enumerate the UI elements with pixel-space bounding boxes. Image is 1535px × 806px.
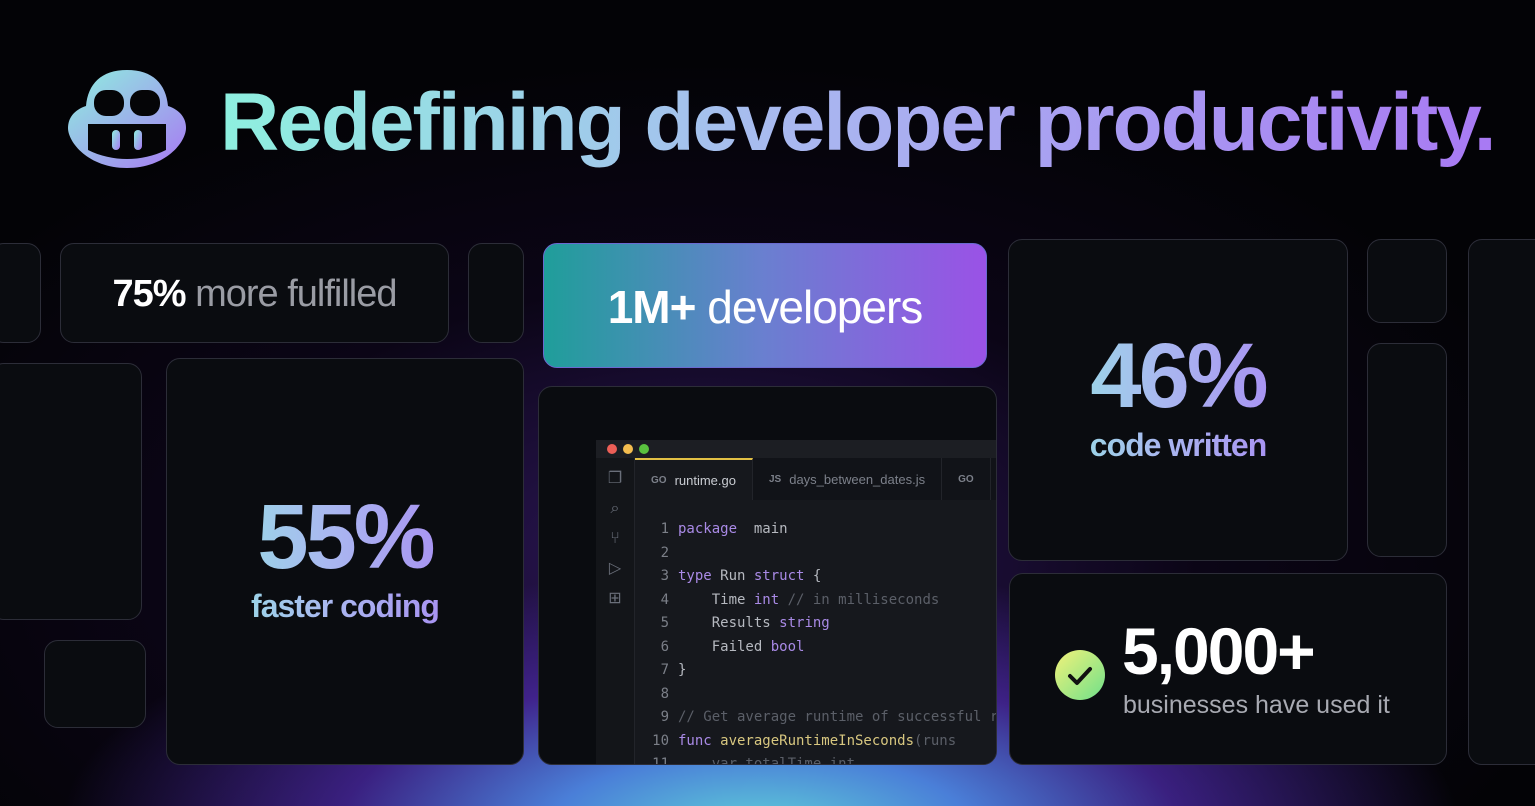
line-number: 6 [660, 638, 669, 655]
line-number: 5 [660, 615, 669, 631]
editor-tabs: GO runtime.go JS days_between_dates.js GO [635, 458, 996, 500]
line-number: 9 [660, 709, 669, 725]
code-token: func [678, 732, 712, 749]
stat-card-fulfilled: 75% more fulfilled [60, 243, 449, 343]
code-token: // in milliseconds [779, 591, 940, 608]
code-token: { [804, 568, 822, 584]
stat-card-businesses: 5,000+ businesses have used it [1009, 573, 1447, 765]
line-number: 2 [660, 544, 669, 561]
code-token: string [779, 615, 830, 631]
tab-runtime-go: GO runtime.go [635, 458, 753, 500]
code-editor-window: ❐ ⌕ ⑂ ▷ ⊞ GO runtime.go JS days_between_da… [596, 440, 997, 765]
code-line: 5 Results string [635, 612, 996, 636]
code-line: 1 package main [635, 518, 996, 542]
check-circle-icon [1055, 650, 1105, 700]
stat-card-code-written: 46% code written [1008, 239, 1348, 561]
stat-value: 1M+ [607, 281, 697, 333]
extensions-icon: ⊞ [608, 590, 622, 607]
stat-label: faster coding [167, 587, 523, 625]
decorative-card [468, 243, 524, 343]
go-file-icon: GO [958, 473, 974, 485]
line-number: 4 [660, 591, 669, 608]
code-token: (runs [914, 732, 957, 749]
tab-days-between-dates-js: JS days_between_dates.js [753, 458, 943, 500]
code-token: var totalTime int [678, 756, 856, 765]
code-token: struct [753, 568, 805, 584]
code-line: 7} [635, 659, 996, 683]
line-number: 3 [660, 568, 669, 584]
code-token: Run [711, 568, 754, 584]
code-token: package [678, 521, 738, 537]
code-token: Failed [678, 638, 771, 655]
tab-label: days_between_dates.js [789, 471, 926, 487]
activity-bar: ❐ ⌕ ⑂ ▷ ⊞ [596, 458, 635, 764]
copilot-logo-icon [68, 70, 186, 168]
decorative-card [0, 363, 142, 620]
code-token: bool [770, 638, 805, 655]
stat-label: developers [707, 281, 923, 333]
code-line: 8 [635, 683, 996, 707]
close-dot-icon [607, 444, 617, 454]
decorative-card [0, 243, 41, 343]
code-line: 2 [635, 542, 996, 566]
code-token: main [737, 521, 788, 537]
code-line: 10 func averageRuntimeInSeconds(runs [635, 730, 996, 754]
decorative-card [44, 640, 146, 728]
line-number: 8 [660, 685, 669, 702]
go-file-icon: GO [651, 474, 667, 486]
code-line: 11 var totalTime int [635, 753, 996, 765]
run-debug-icon: ▷ [608, 560, 622, 577]
code-token: } [678, 662, 687, 678]
stat-card-faster-coding: 55% faster coding [166, 358, 524, 765]
decorative-card [1367, 239, 1447, 323]
code-token: type [678, 568, 712, 584]
code-token: // Get average runtime of successful run… [678, 709, 997, 725]
headline: Redefining developer productivity. [220, 77, 1497, 168]
search-icon: ⌕ [610, 500, 620, 517]
line-number: 1 [660, 521, 669, 537]
line-number: 10 [652, 732, 669, 749]
js-file-icon: JS [768, 473, 782, 485]
code-token: averageRuntimeInSeconds [711, 732, 915, 749]
maximize-dot-icon [639, 444, 649, 454]
code-token: Results [678, 615, 780, 631]
code-token: Time [678, 591, 754, 608]
tab-go-file: GO [942, 458, 991, 500]
tab-label: runtime.go [674, 472, 736, 488]
stat-value: 46% [1009, 328, 1347, 424]
minimize-dot-icon [623, 444, 633, 454]
line-number: 7 [660, 662, 669, 678]
source-control-icon: ⑂ [610, 530, 620, 547]
code-line: 3 type Run struct { [635, 565, 996, 589]
stat-value: 55% [167, 489, 523, 585]
line-number: 11 [652, 756, 669, 765]
code-area: 1 package main 2 3 type Run struct {4 Time i… [635, 518, 997, 765]
stat-label: code written [1009, 426, 1347, 464]
decorative-card [1468, 239, 1535, 765]
code-line: 4 Time int // in milliseconds [635, 589, 996, 613]
code-token: int [753, 591, 780, 608]
decorative-card [1367, 343, 1447, 557]
code-line: 9 // Get average runtime of successful ru… [635, 706, 997, 730]
stat-value: 75% [112, 273, 186, 315]
files-icon: ❐ [607, 470, 623, 487]
stat-label: businesses have used it [1123, 691, 1390, 719]
stat-value: 5,000+ [1122, 614, 1316, 688]
window-titlebar [596, 440, 996, 458]
stat-label: more fulfilled [195, 273, 397, 315]
code-line: 6 Failed bool [635, 636, 996, 660]
code-editor-card: ❐ ⌕ ⑂ ▷ ⊞ GO runtime.go JS days_between_da… [538, 386, 997, 765]
stat-card-developers: 1M+ developers [543, 243, 987, 368]
